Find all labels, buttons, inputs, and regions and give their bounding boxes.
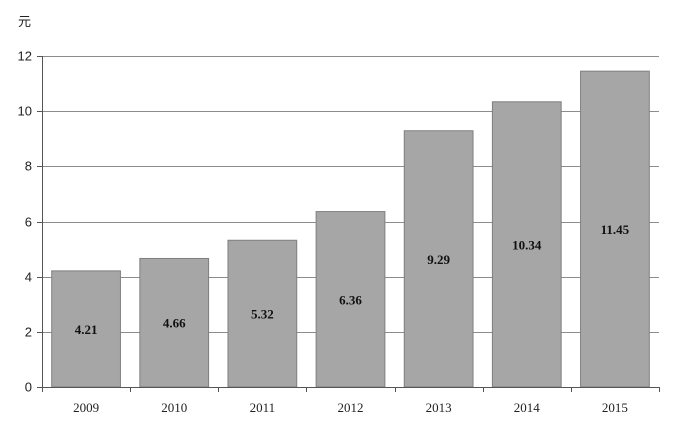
y-tick-label: 10 — [18, 104, 32, 119]
y-axis-unit-label: 元 — [18, 15, 31, 30]
data-label-2011: 5.32 — [251, 307, 274, 322]
bar-2013 — [403, 130, 474, 388]
data-label-2015: 11.45 — [601, 222, 630, 237]
x-tick-label-2011: 2011 — [250, 400, 276, 415]
bar-2015 — [580, 70, 650, 388]
bar-2011 — [227, 239, 298, 388]
x-tick-label-2013: 2013 — [426, 400, 452, 415]
data-label-2014: 10.34 — [512, 237, 542, 252]
axes — [37, 56, 660, 392]
x-tick-label-2014: 2014 — [514, 400, 541, 415]
bar-2014 — [491, 101, 562, 388]
x-tick-label-2009: 2009 — [73, 400, 99, 415]
y-tick-label: 8 — [25, 159, 32, 174]
data-label-2010: 4.66 — [163, 316, 186, 331]
y-tick-label: 12 — [18, 49, 32, 64]
y-tick-label: 6 — [25, 215, 32, 230]
bar-2012 — [315, 211, 386, 388]
y-tick-label: 4 — [25, 270, 32, 285]
x-tick-label-2012: 2012 — [338, 400, 364, 415]
y-tick-label: 0 — [25, 380, 32, 395]
labels: 0 2 4 6 8 10 12 4.21 2009 4.66 2010 5.32 2011 6.36 201… — [18, 49, 630, 416]
bar-2010 — [139, 257, 210, 388]
data-label-2013: 9.29 — [427, 252, 450, 267]
data-label-2009: 4.21 — [75, 322, 98, 337]
y-tick-label: 2 — [25, 325, 32, 340]
bars — [51, 70, 650, 388]
x-tick-label-2015: 2015 — [602, 400, 628, 415]
x-tick-label-2010: 2010 — [161, 400, 187, 415]
data-label-2012: 6.36 — [339, 292, 362, 307]
